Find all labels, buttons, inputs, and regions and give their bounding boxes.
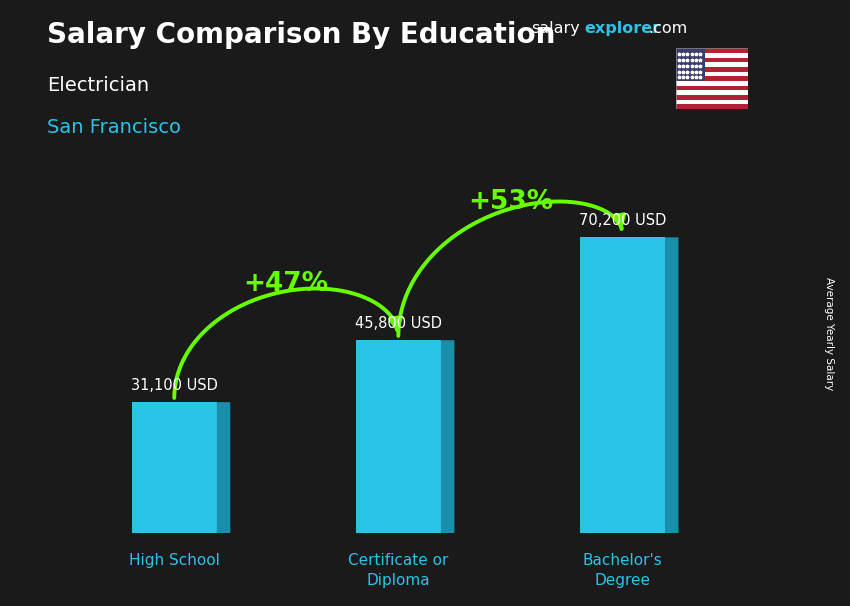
Bar xyxy=(356,340,441,533)
Text: +47%: +47% xyxy=(244,271,329,298)
Text: San Francisco: San Francisco xyxy=(47,118,181,137)
Bar xyxy=(676,62,748,67)
Polygon shape xyxy=(441,340,455,533)
Bar xyxy=(676,58,748,62)
Bar xyxy=(676,72,748,76)
Polygon shape xyxy=(217,402,230,533)
Text: .com: .com xyxy=(649,21,688,36)
Text: salary: salary xyxy=(531,21,580,36)
Text: explorer: explorer xyxy=(585,21,661,36)
Text: +53%: +53% xyxy=(468,188,553,215)
Bar xyxy=(676,53,748,58)
Bar xyxy=(676,104,748,109)
Bar xyxy=(676,95,748,100)
Bar xyxy=(676,48,748,53)
Bar xyxy=(580,238,665,533)
Text: Salary Comparison By Education: Salary Comparison By Education xyxy=(47,21,555,49)
Bar xyxy=(676,76,748,81)
Text: Average Yearly Salary: Average Yearly Salary xyxy=(824,277,834,390)
Bar xyxy=(676,67,748,72)
Text: 45,800 USD: 45,800 USD xyxy=(354,316,442,331)
Bar xyxy=(676,48,705,81)
Bar xyxy=(676,81,748,86)
Bar xyxy=(676,86,748,90)
Bar xyxy=(132,402,217,533)
Bar xyxy=(676,90,748,95)
Text: 31,100 USD: 31,100 USD xyxy=(131,378,218,393)
Text: 70,200 USD: 70,200 USD xyxy=(579,213,666,228)
Bar xyxy=(676,100,748,104)
Polygon shape xyxy=(665,238,678,533)
Text: Electrician: Electrician xyxy=(47,76,149,95)
